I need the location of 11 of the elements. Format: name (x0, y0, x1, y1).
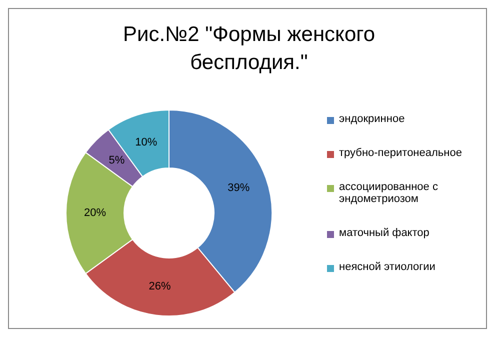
data-label: 39% (228, 182, 250, 194)
legend-label: эндокринное (339, 113, 405, 125)
legend-label: трубно-перитонеальное (339, 147, 462, 159)
legend-label: ассоциированное с эндометриозом (339, 181, 439, 205)
legend-label: неясной этиологии (339, 261, 436, 273)
chart-title: Рис.№2 "Формы женского бесплодия." (122, 22, 376, 76)
data-label: 10% (135, 136, 158, 149)
data-label: 20% (84, 207, 106, 219)
legend-label: маточный фактор (339, 227, 430, 239)
data-label: 5% (108, 154, 125, 167)
data-label: 26% (148, 280, 171, 292)
